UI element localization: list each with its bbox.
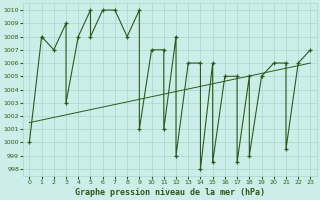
X-axis label: Graphe pression niveau de la mer (hPa): Graphe pression niveau de la mer (hPa) [75,188,265,197]
